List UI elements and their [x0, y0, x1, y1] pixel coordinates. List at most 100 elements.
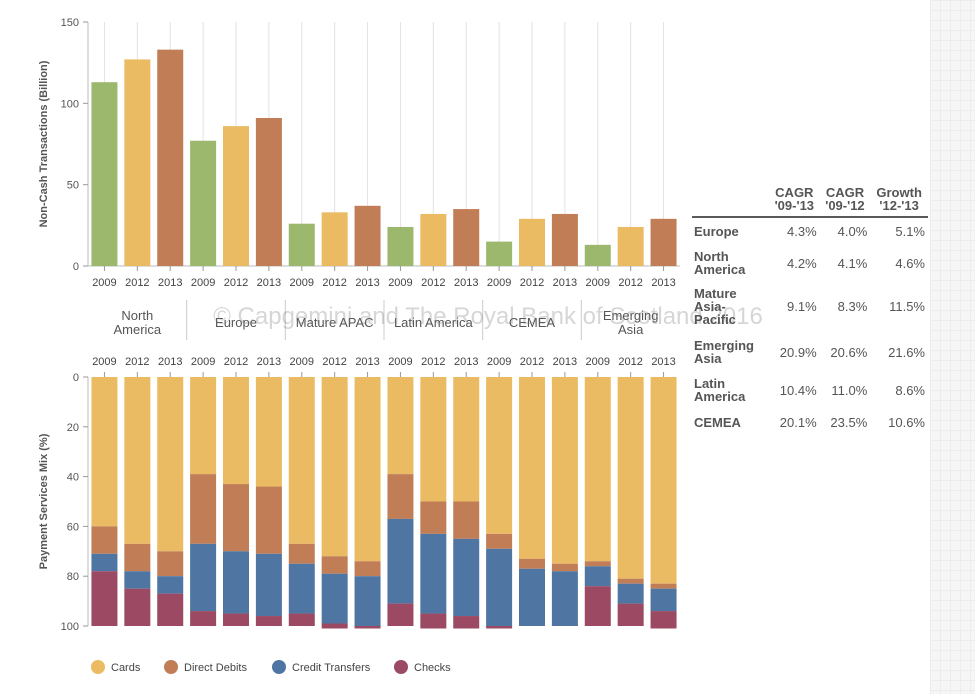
y-tick-label: 0 [73, 372, 79, 384]
bar [551, 213, 578, 266]
table-cell: 4.2% [787, 255, 817, 271]
region-label: CEMEA [509, 315, 556, 330]
legend-label: Direct Debits [184, 662, 247, 674]
x-tick-label: 2009 [191, 277, 215, 289]
x-tick-label: 2009 [290, 356, 314, 368]
stacked-segment [255, 553, 282, 617]
bar [321, 212, 348, 266]
y-tick-label: 60 [67, 521, 79, 533]
row-label: Europe [694, 224, 739, 239]
stacked-segment [354, 377, 381, 562]
table-cell: 10.6% [888, 414, 925, 430]
x-tick-label: 2013 [257, 277, 281, 289]
x-tick-label: 2012 [520, 356, 544, 368]
table-cell: 8.3% [837, 299, 868, 314]
stacked-segment [584, 377, 611, 562]
x-tick-label: 2009 [586, 277, 610, 289]
row-label: North America [694, 249, 746, 277]
stacked-segment [321, 556, 348, 574]
stacked-segment [584, 561, 611, 567]
stacked-segment [321, 573, 348, 624]
chart-panel: 0 50 100 150 Non-Cash Transactions (Billion)… [38, 17, 928, 674]
table-cell: 11.0% [831, 382, 868, 398]
table-row: Emerging Asia 20.9% 20.6% 21.6% [692, 332, 928, 372]
stacked-segment [486, 626, 513, 629]
x-tick-label: 2013 [651, 277, 675, 289]
y-tick-label: 0 [73, 261, 79, 273]
stacked-segment [190, 474, 217, 544]
table-cell: 9.1% [787, 299, 817, 314]
stacked-segment [288, 377, 315, 544]
bar [91, 82, 118, 266]
stacked-segment [387, 377, 414, 475]
region-label: America [113, 322, 161, 337]
table-cell: 4.3% [787, 224, 817, 239]
y-tick-label: 40 [67, 472, 79, 484]
x-tick-label: 2012 [125, 356, 149, 368]
bar [420, 213, 447, 266]
table-row: Europe 4.3% 4.0% 5.1% [692, 217, 928, 245]
x-tick-label: 2013 [158, 277, 182, 289]
legend-swatch [394, 660, 408, 674]
stacked-segment [190, 377, 217, 475]
x-tick-label: 2009 [388, 277, 412, 289]
table-row: Latin America 10.4% 11.0% 8.6% [692, 372, 928, 408]
stacked-segment [223, 377, 249, 485]
x-tick-label: 2013 [454, 356, 478, 368]
x-tick-label: 2012 [618, 277, 642, 289]
x-tick-label: 2009 [92, 356, 116, 368]
bar [453, 209, 480, 266]
table-cell: 20.9% [779, 344, 817, 360]
x-tick-label: 2009 [388, 356, 412, 368]
stacked-segment [255, 486, 282, 554]
stacked-segment [223, 484, 249, 552]
stacked-segment [91, 526, 118, 554]
stacked-segment [650, 377, 677, 584]
stacked-segment [519, 377, 545, 559]
x-tick-label: 2013 [553, 277, 577, 289]
x-tick-label: 2012 [322, 277, 346, 289]
stacked-segment [617, 583, 644, 604]
x-tick-label: 2009 [290, 277, 314, 289]
stacked-segment [288, 543, 315, 564]
stacked-segment [124, 543, 151, 572]
stacked-segment [551, 571, 578, 626]
stacked-segment [453, 616, 480, 629]
table-cell: 23.5% [830, 414, 868, 430]
legend-label: Credit Transfers [292, 662, 371, 674]
x-tick-label: 2012 [224, 277, 248, 289]
x-tick-label: 2012 [618, 356, 642, 368]
bar [650, 218, 677, 266]
x-tick-label: 2009 [191, 356, 215, 368]
table-header-cagr-09-13: CAGR '09-'13 [769, 184, 820, 218]
stacked-segment [650, 611, 677, 629]
stacked-segment [584, 586, 611, 626]
x-tick-label: 2012 [125, 277, 149, 289]
stacked-segment [124, 588, 151, 626]
legend-swatch [91, 660, 105, 674]
charts-svg: 0 50 100 150 Non-Cash Transactions (Billion)… [38, 17, 763, 674]
stacked-segment [519, 568, 545, 626]
x-tick-label: 2013 [355, 277, 379, 289]
legend-swatch [272, 660, 286, 674]
y-axis-label: Non-Cash Transactions (Billion) [38, 60, 50, 227]
bar [124, 59, 151, 267]
x-tick-label: 2009 [92, 277, 116, 289]
table-cell: 4.1% [837, 255, 868, 271]
stacked-segment [486, 533, 513, 549]
stacked-segment [157, 593, 184, 626]
y-axis-label: Payment Services Mix (%) [38, 433, 50, 569]
stacked-segment [354, 561, 381, 577]
x-tick-label: 2013 [454, 277, 478, 289]
stacked-segment [190, 611, 217, 626]
stacked-segment [288, 613, 315, 626]
stacked-segment [387, 518, 414, 604]
stacked-segment [157, 551, 184, 577]
table-cell: 11.5% [889, 299, 925, 314]
table-cell: 20.6% [830, 344, 868, 360]
x-tick-label: 2013 [651, 356, 675, 368]
x-tick-label: 2013 [553, 356, 577, 368]
table-row: CEMEA 20.1% 23.5% 10.6% [692, 408, 928, 436]
bar [288, 223, 315, 266]
stacked-segment [617, 603, 644, 626]
